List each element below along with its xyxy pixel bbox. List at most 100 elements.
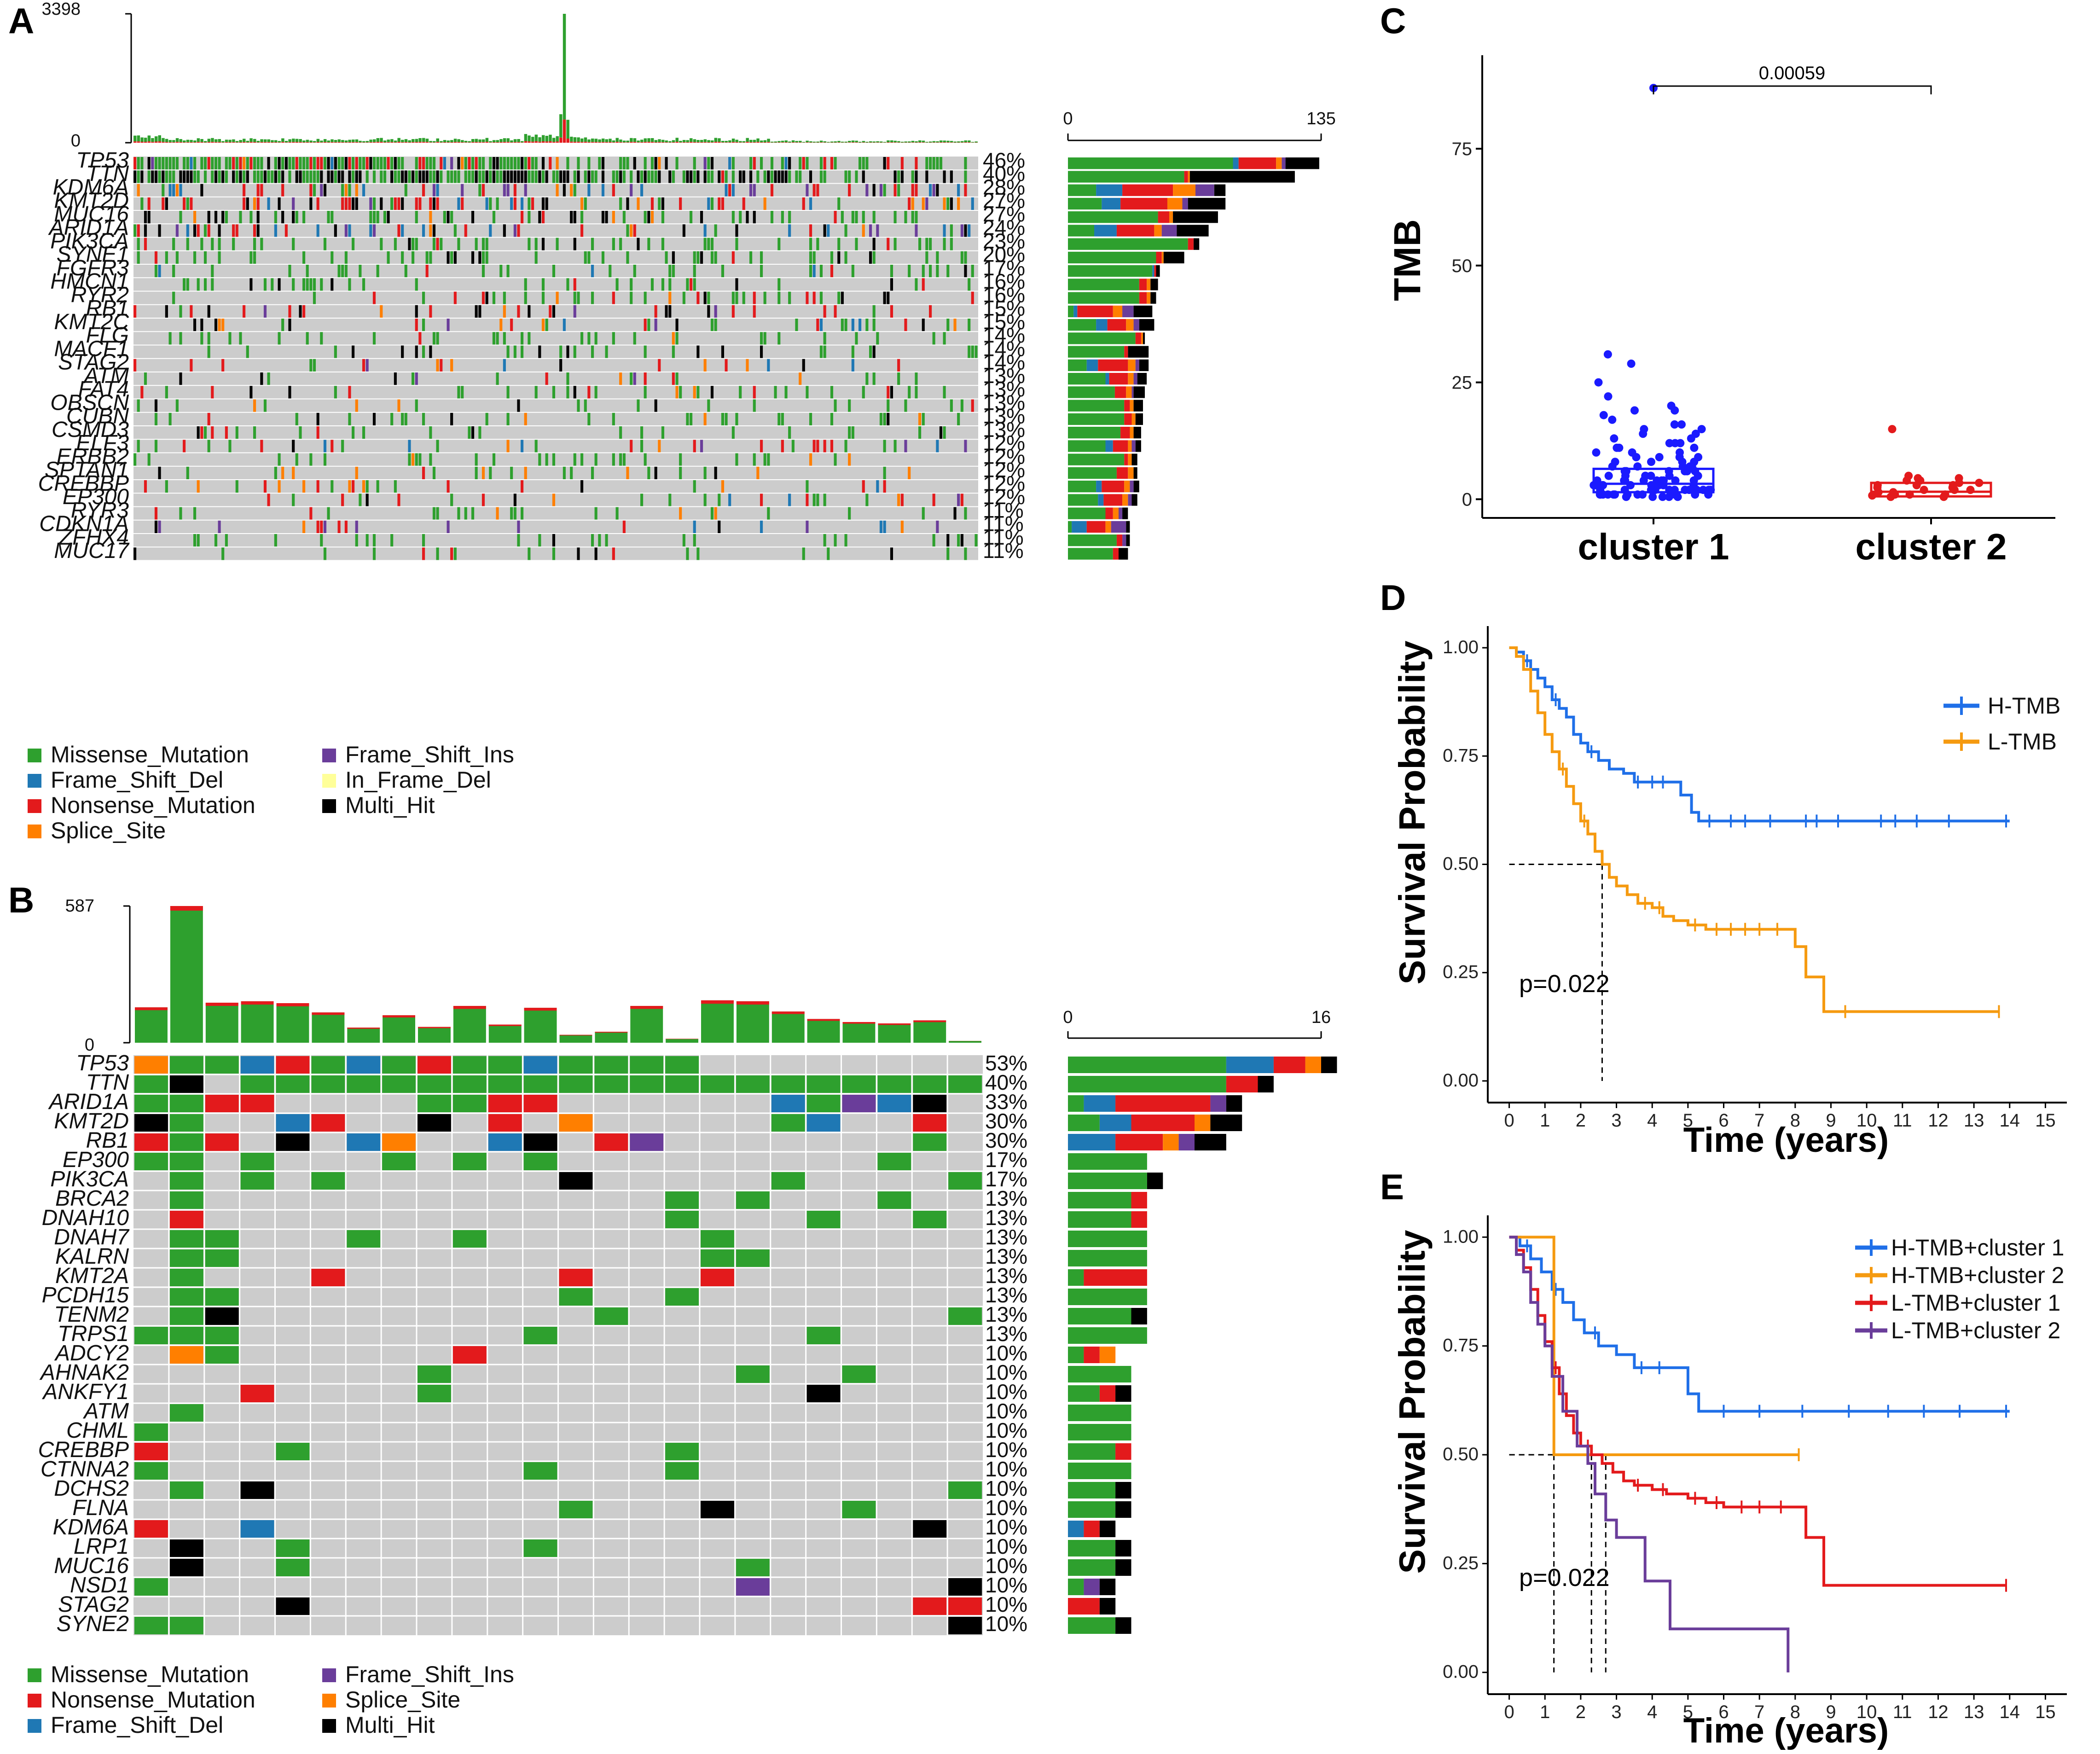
a-mutation-cell (672, 251, 675, 264)
a-mutation-cell (630, 278, 633, 291)
d-xtick-label: 7 (1754, 1110, 1764, 1131)
a-mutation-cell (591, 265, 594, 278)
a-mutation-cell (471, 157, 475, 170)
a-mutation-cell (436, 359, 439, 372)
a-mutation-cell (214, 319, 218, 331)
b-gene-bar-segment (1210, 1115, 1242, 1131)
a-gene-bar-segment (1119, 548, 1128, 560)
a-tmb-bar (932, 142, 936, 143)
b-gene-percent: 30% (985, 1109, 1027, 1133)
a-mutation-cell (640, 170, 644, 183)
a-mutation-cell (714, 319, 717, 331)
b-mutation-cell (347, 1075, 381, 1093)
a-mutation-cell (492, 157, 496, 170)
a-gene-bar-segment (1068, 440, 1106, 452)
b-mutation-cell (452, 1230, 487, 1248)
b-gene-bar-segment (1131, 1115, 1195, 1131)
a-mutation-cell (707, 291, 710, 304)
a-tmb-bar (165, 139, 168, 142)
a-tmb-bar (939, 140, 943, 143)
a-mutation-cell (481, 291, 485, 304)
b-mutation-cell (418, 1114, 451, 1132)
a-mutation-cell (341, 170, 344, 183)
a-mutation-cell (890, 547, 893, 560)
a-gene-bar-segment (1182, 197, 1188, 210)
a-mutation-cell (221, 211, 225, 224)
a-mutation-cell (506, 386, 510, 399)
a-mutation-cell (168, 170, 172, 183)
c-point (1639, 476, 1648, 485)
a-mutation-cell (612, 291, 615, 304)
a-mutation-cell (302, 251, 306, 264)
c-point (1690, 443, 1699, 452)
a-mutation-cell (306, 170, 309, 183)
a-gene-bar-segment (1285, 157, 1319, 169)
a-mutation-cell (739, 170, 742, 183)
a-mutation-cell (784, 386, 788, 399)
a-legend-label: Frame_Shift_Ins (345, 742, 514, 767)
a-mutation-cell (700, 211, 703, 224)
a-mutation-cell (534, 157, 538, 170)
a-mutation-cell (481, 494, 485, 506)
b-mutation-cell (418, 1095, 451, 1112)
e-xtick-label: 13 (1964, 1702, 1984, 1722)
a-mutation-cell (299, 157, 302, 170)
a-mutation-cell (489, 170, 492, 183)
d-xtick-label: 4 (1647, 1110, 1657, 1131)
a-tmb-bar (221, 142, 225, 143)
c-significance-bracket (1653, 85, 1932, 94)
a-mutation-cell (154, 440, 158, 453)
a-mutation-cell (601, 211, 605, 224)
a-tmb-bar (151, 142, 154, 143)
a-mutation-cell (900, 170, 904, 183)
c-ytick-label: 75 (1452, 139, 1473, 159)
a-tmb-bar (647, 138, 650, 142)
b-gene-label: TTN (86, 1070, 129, 1095)
a-mutation-cell (601, 157, 605, 170)
a-gene-bar-segment (1068, 292, 1139, 304)
a-gene-percent: 27% (983, 202, 1025, 226)
a-mutation-cell (552, 547, 556, 560)
a-mutation-cell (788, 494, 791, 506)
a-gene-bar-segment (1133, 305, 1153, 318)
a-mutation-cell (348, 480, 351, 493)
a-gene-bar-segment (1133, 319, 1139, 331)
a-tmb-bar (450, 140, 453, 142)
c-point (1903, 476, 1911, 485)
a-gene-bar-segment (1124, 413, 1132, 425)
a-mutation-cell (320, 520, 323, 534)
a-tmb-bar (235, 141, 239, 143)
b-gene-bar-segment (1099, 1579, 1116, 1595)
a-mutation-cell (422, 466, 425, 480)
a-tmb-bar (154, 136, 158, 142)
a-mutation-cell (893, 440, 897, 453)
b-mutation-cell (594, 1056, 628, 1074)
a-tmb-bar (587, 139, 591, 142)
a-mutation-cell (837, 251, 841, 264)
a-gene-bar-segment (1124, 481, 1130, 493)
a-mutation-cell (946, 265, 950, 278)
a-gene-bar-segment (1068, 453, 1125, 465)
a-mutation-cell (425, 265, 429, 278)
a-mutation-cell (893, 170, 897, 183)
a-mutation-cell (436, 197, 439, 210)
a-mutation-cell (598, 534, 601, 547)
a-mutation-cell (869, 251, 872, 264)
a-mutation-cell (517, 170, 520, 183)
a-mutation-cell (341, 157, 344, 170)
km-plot-e: Survival Probability Time (years) p=0.02… (1392, 1215, 2067, 1750)
a-mutation-cell (260, 170, 263, 183)
a-mutation-cell (133, 453, 137, 466)
a-mutation-cell (415, 305, 418, 318)
b-mutation-cell (913, 1095, 947, 1112)
a-mutation-cell (355, 197, 358, 210)
a-mutation-cell (714, 224, 717, 237)
a-gene-percent: 15% (983, 296, 1025, 320)
a-mutation-cell (756, 466, 760, 480)
a-mutation-cell (887, 291, 890, 304)
a-mutation-cell (566, 157, 569, 170)
b-tmb-bar (170, 906, 203, 1043)
a-mutation-cell (763, 453, 766, 466)
a-mutation-cell (496, 507, 499, 520)
a-tmb-bar (228, 139, 232, 142)
